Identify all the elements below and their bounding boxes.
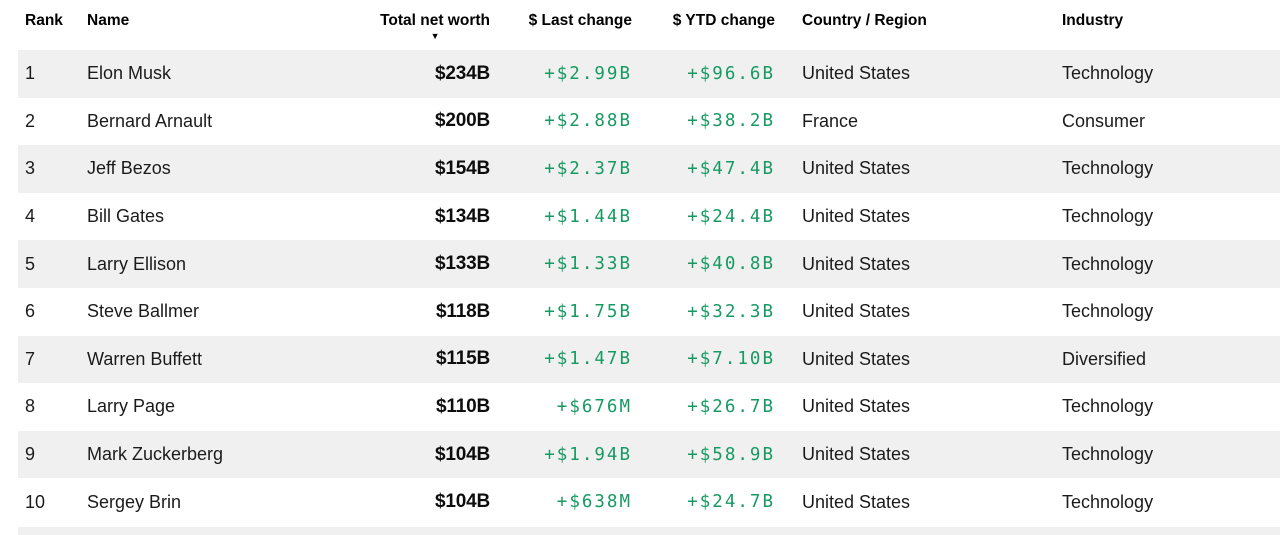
column-header-rank[interactable]: Rank bbox=[25, 12, 63, 29]
cell-industry: Technology bbox=[1062, 206, 1154, 227]
cell-rank: 9 bbox=[25, 444, 36, 465]
cell-industry: Consumer bbox=[1062, 110, 1146, 131]
column-header-net-worth[interactable]: Total net worth ▼ bbox=[380, 12, 490, 41]
column-header-net-worth-label: Total net worth bbox=[380, 12, 490, 29]
table-row[interactable]: 10 Sergey Brin $104B +$638M +$24.7B United St… bbox=[18, 478, 1280, 526]
cell-rank: 1 bbox=[25, 63, 36, 84]
column-header-industry[interactable]: Industry bbox=[1062, 12, 1124, 29]
cell-net-worth: $104B bbox=[435, 443, 490, 465]
cell-ytd-change: +$58.9B bbox=[687, 444, 775, 465]
cell-industry: Technology bbox=[1062, 491, 1154, 512]
cell-industry: Diversified bbox=[1062, 348, 1147, 369]
cell-ytd-change: +$96.6B bbox=[687, 63, 775, 84]
cell-net-worth: $110B bbox=[436, 395, 490, 417]
cell-last-change: +$1.47B bbox=[544, 349, 632, 370]
table-row[interactable]: 3 Jeff Bezos $154B +$2.37B +$47.4B United Sta… bbox=[18, 145, 1280, 193]
cell-ytd-change: +$38.2B bbox=[687, 111, 775, 132]
cell-last-change: +$1.75B bbox=[544, 301, 632, 322]
cell-rank: 3 bbox=[25, 158, 36, 179]
table-row[interactable]: 7 Warren Buffett $115B +$1.47B +$7.10B United… bbox=[18, 335, 1280, 384]
table-row[interactable]: 2 Bernard Arnault $200B +$2.88B +$38.2B Franc… bbox=[18, 97, 1280, 146]
cell-last-change: +$2.37B bbox=[544, 158, 632, 179]
cell-name: Bernard Arnault bbox=[87, 110, 213, 131]
cell-industry: Technology bbox=[1062, 396, 1154, 417]
cell-name: Steve Ballmer bbox=[87, 301, 200, 322]
cell-rank: 2 bbox=[25, 110, 36, 131]
cell-country: United States bbox=[802, 301, 911, 322]
cell-name: Warren Buffett bbox=[87, 348, 203, 369]
cell-rank: 7 bbox=[25, 348, 36, 369]
cell-net-worth: $154B bbox=[435, 157, 490, 179]
cell-ytd-change: +$26.7B bbox=[687, 396, 775, 417]
cell-last-change: +$638M bbox=[556, 492, 632, 513]
cell-rank: 6 bbox=[25, 301, 36, 322]
cell-last-change: +$676M bbox=[556, 396, 632, 417]
cell-ytd-change: +$24.4B bbox=[687, 206, 775, 227]
table-body: 1 Elon Musk $234B +$2.99B +$96.6B United Stat… bbox=[18, 50, 1280, 526]
cell-country: United States bbox=[802, 63, 911, 84]
table-row[interactable]: 8 Larry Page $110B +$676M +$26.7B United Stat… bbox=[18, 383, 1280, 431]
cell-ytd-change: +$32.3B bbox=[687, 301, 775, 322]
cell-last-change: +$2.99B bbox=[544, 63, 632, 84]
cell-ytd-change: +$24.7B bbox=[687, 492, 775, 513]
cell-country: United States bbox=[802, 253, 911, 274]
cell-name: Jeff Bezos bbox=[87, 158, 171, 179]
cell-country: United States bbox=[802, 444, 911, 465]
column-header-country[interactable]: Country / Region bbox=[802, 12, 927, 29]
cell-industry: Technology bbox=[1062, 253, 1154, 274]
table-row[interactable]: 5 Larry Ellison $133B +$1.33B +$40.8B United … bbox=[18, 240, 1280, 288]
cell-industry: Technology bbox=[1062, 444, 1154, 465]
billionaires-table: Rank Name Total net worth ▼ $ Last chang… bbox=[18, 0, 1280, 535]
cell-rank: 5 bbox=[25, 253, 36, 274]
cell-last-change: +$1.33B bbox=[544, 254, 632, 275]
table-row-partial bbox=[18, 526, 1280, 535]
cell-name: Mark Zuckerberg bbox=[87, 444, 224, 465]
cell-last-change: +$2.88B bbox=[544, 111, 632, 132]
cell-industry: Technology bbox=[1062, 63, 1154, 84]
table-header-row: Rank Name Total net worth ▼ $ Last chang… bbox=[18, 0, 1280, 50]
cell-net-worth: $115B bbox=[436, 348, 490, 370]
cell-industry: Technology bbox=[1062, 158, 1154, 179]
cell-net-worth: $234B bbox=[435, 62, 490, 84]
cell-ytd-change: +$47.4B bbox=[687, 158, 775, 179]
cell-rank: 4 bbox=[25, 206, 36, 227]
table-row[interactable]: 1 Elon Musk $234B +$2.99B +$96.6B United Stat… bbox=[18, 50, 1280, 98]
cell-country: United States bbox=[802, 158, 911, 179]
cell-net-worth: $134B bbox=[435, 205, 490, 227]
cell-industry: Technology bbox=[1062, 301, 1154, 322]
cell-net-worth: $133B bbox=[435, 253, 490, 275]
table-row[interactable]: 6 Steve Ballmer $118B +$1.75B +$32.3B United … bbox=[18, 287, 1280, 336]
cell-country: United States bbox=[802, 206, 911, 227]
cell-ytd-change: +$40.8B bbox=[687, 254, 775, 275]
cell-ytd-change: +$7.10B bbox=[687, 349, 775, 370]
column-header-ytd-change[interactable]: $ YTD change bbox=[672, 12, 775, 29]
cell-rank: 10 bbox=[25, 491, 46, 512]
column-header-last-change[interactable]: $ Last change bbox=[528, 12, 632, 29]
cell-country: United States bbox=[802, 491, 911, 512]
cell-country: United States bbox=[802, 396, 911, 417]
cell-rank: 8 bbox=[25, 396, 36, 417]
cell-net-worth: $104B bbox=[435, 491, 490, 513]
column-header-name[interactable]: Name bbox=[87, 12, 130, 29]
sort-descending-icon: ▼ bbox=[430, 31, 440, 41]
cell-net-worth: $118B bbox=[436, 300, 490, 322]
table-row[interactable]: 4 Bill Gates $134B +$1.44B +$24.4B United Sta… bbox=[18, 192, 1280, 241]
cell-country: France bbox=[802, 110, 859, 131]
cell-name: Larry Ellison bbox=[87, 253, 187, 274]
cell-last-change: +$1.44B bbox=[544, 206, 632, 227]
cell-name: Bill Gates bbox=[87, 206, 165, 227]
cell-country: United States bbox=[802, 348, 911, 369]
cell-name: Sergey Brin bbox=[87, 491, 182, 512]
cell-net-worth: $200B bbox=[435, 110, 490, 132]
cell-last-change: +$1.94B bbox=[544, 444, 632, 465]
cell-name: Elon Musk bbox=[87, 63, 172, 84]
cell-name: Larry Page bbox=[87, 396, 176, 417]
table-row[interactable]: 9 Mark Zuckerberg $104B +$1.94B +$58.9B Unite… bbox=[18, 430, 1280, 479]
